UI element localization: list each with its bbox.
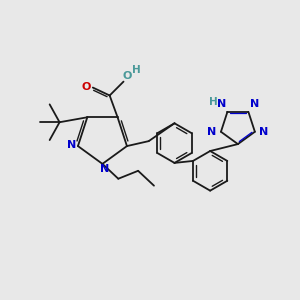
Text: N: N (259, 127, 268, 137)
Text: O: O (123, 71, 132, 81)
Text: N: N (217, 99, 226, 109)
Text: O: O (81, 82, 91, 92)
Text: N: N (100, 164, 109, 174)
Text: N: N (207, 127, 217, 137)
Text: N: N (250, 99, 259, 109)
Text: N: N (68, 140, 76, 150)
Text: H: H (132, 65, 141, 75)
Text: H: H (209, 97, 218, 107)
